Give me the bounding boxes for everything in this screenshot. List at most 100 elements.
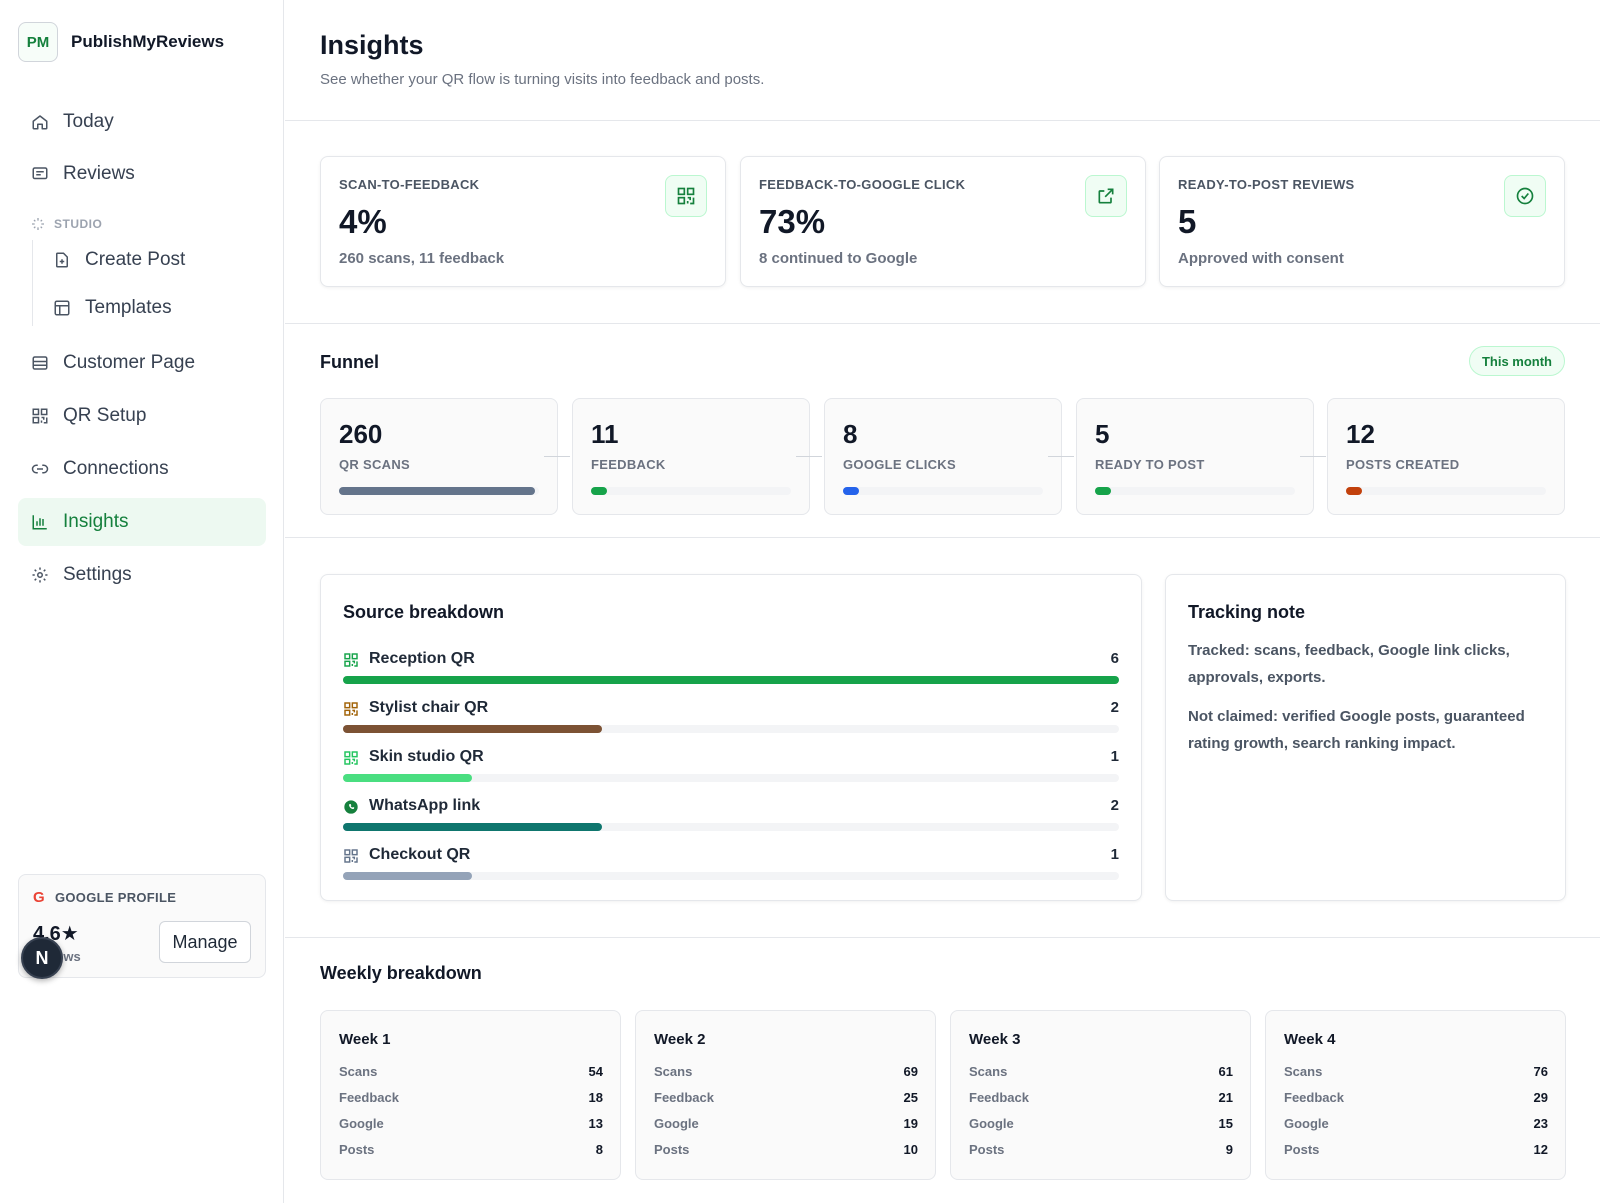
week-row-value: 15 [1218, 1116, 1233, 1131]
kpi-subtext: Approved with consent [1178, 250, 1344, 267]
funnel-stage-bar [1095, 487, 1111, 495]
week-row-label: Scans [1284, 1064, 1323, 1079]
week-row: Scans 69 [654, 1064, 918, 1084]
kpi-label: FEEDBACK-TO-GOOGLE CLICK [759, 177, 966, 192]
kpi-value: 73% [759, 203, 826, 240]
source-count: 6 [1110, 650, 1119, 667]
week-row-value: 29 [1533, 1090, 1548, 1105]
funnel-stage-label: QR SCANS [339, 457, 411, 472]
source-name: Skin studio QR [369, 748, 484, 765]
funnel-stage-value: 11 [591, 419, 619, 449]
funnel-stage-track [1346, 487, 1546, 495]
tracking-note-title: Tracking note [1188, 602, 1306, 622]
week-row-label: Posts [969, 1142, 1005, 1157]
nav-item-templates[interactable]: Templates [40, 284, 260, 332]
source-name: Reception QR [369, 650, 475, 667]
qr-code-icon [343, 848, 359, 864]
funnel-stage-value: 8 [843, 419, 858, 449]
week-card: Week 4 Scans 76 Feedback 29 Google 23 Posts… [1265, 1010, 1566, 1180]
source-bar [343, 872, 473, 880]
funnel-stage-bar [591, 487, 607, 495]
funnel-stage-value: 12 [1346, 419, 1375, 449]
manage-button[interactable]: Manage [159, 921, 251, 963]
funnel-title: Funnel [320, 352, 379, 372]
qr-code-icon [343, 652, 359, 668]
week-row: Google 13 [339, 1116, 603, 1136]
week-row: Feedback 21 [969, 1090, 1233, 1110]
nav-item-connections[interactable]: Connections [18, 445, 266, 493]
nav-item-today[interactable]: Today [18, 98, 266, 146]
nav-item-create-post[interactable]: Create Post [40, 236, 260, 284]
funnel-stage-label: POSTS CREATED [1346, 457, 1460, 472]
home-icon [30, 112, 50, 132]
page-title: Insights [320, 30, 424, 60]
source-bar [343, 725, 602, 733]
week-card: Week 2 Scans 69 Feedback 25 Google 19 Posts… [635, 1010, 936, 1180]
nav-item-reviews[interactable]: Reviews [18, 150, 266, 198]
nav-label-today: Today [63, 111, 114, 132]
qr-code-icon [343, 701, 359, 717]
nav-label-insights: Insights [63, 511, 129, 532]
nav-item-insights[interactable]: Insights [18, 498, 266, 546]
week-title: Week 3 [969, 1031, 1021, 1048]
week-row-value: 19 [903, 1116, 918, 1131]
divider [285, 537, 1600, 538]
brand[interactable]: PM PublishMyReviews [18, 22, 224, 62]
kpi-label: READY-TO-POST REVIEWS [1178, 177, 1355, 192]
funnel-stage: 11 FEEDBACK [572, 398, 810, 515]
source-track [343, 823, 1119, 831]
source-row: Skin studio QR 1 [343, 748, 1119, 796]
week-row: Scans 54 [339, 1064, 603, 1084]
week-row-value: 23 [1533, 1116, 1548, 1131]
week-row-label: Google [339, 1116, 384, 1131]
nav-label-templates: Templates [85, 297, 172, 318]
sparkles-icon [30, 216, 46, 232]
week-row-label: Feedback [654, 1090, 714, 1105]
week-card: Week 3 Scans 61 Feedback 21 Google 15 Posts… [950, 1010, 1251, 1180]
studio-label: STUDIO [54, 217, 103, 231]
main-content: Insights See whether your QR flow is tur… [285, 0, 1600, 1203]
nav-label-settings: Settings [63, 564, 132, 585]
source-track [343, 872, 1119, 880]
funnel-stage-track [1095, 487, 1295, 495]
week-row-value: 9 [1225, 1142, 1233, 1157]
tracking-note-not-claimed: Not claimed: verified Google posts, guar… [1188, 708, 1525, 752]
kpi-subtext: 260 scans, 11 feedback [339, 250, 505, 267]
list-icon [30, 353, 50, 373]
period-badge[interactable]: This month [1468, 346, 1565, 376]
funnel-stage-track [591, 487, 791, 495]
week-row-value: 69 [903, 1064, 918, 1079]
funnel-stage-track [339, 487, 539, 495]
funnel-stage-bar [339, 487, 535, 495]
source-name: Stylist chair QR [369, 699, 489, 716]
week-row-label: Google [654, 1116, 699, 1131]
week-row: Scans 61 [969, 1064, 1233, 1084]
nav-label-customer-page: Customer Page [63, 352, 196, 373]
week-row: Feedback 25 [654, 1090, 918, 1110]
tracking-note-tracked: Tracked: scans, feedback, Google link cl… [1188, 642, 1510, 686]
week-row-label: Posts [654, 1142, 690, 1157]
tracking-note-card: Tracking note Tracked: scans, feedback, … [1165, 574, 1566, 901]
dev-badge[interactable]: N [21, 937, 63, 979]
week-row: Posts 8 [339, 1142, 603, 1162]
nav-item-settings[interactable]: Settings [18, 551, 266, 599]
funnel-stage-value: 260 [339, 419, 383, 449]
week-row-label: Google [1284, 1116, 1329, 1131]
week-row-label: Google [969, 1116, 1014, 1131]
nav-item-customer-page[interactable]: Customer Page [18, 339, 266, 387]
google-icon: G [33, 889, 45, 906]
divider [285, 323, 1600, 324]
nav-item-qr-setup[interactable]: QR Setup [18, 392, 266, 440]
week-row-label: Feedback [1284, 1090, 1344, 1105]
google-profile-header: G GOOGLE PROFILE [33, 889, 176, 906]
nav-label-reviews: Reviews [63, 163, 135, 184]
brand-logo: PM [18, 22, 58, 62]
source-name: Checkout QR [369, 846, 471, 863]
source-count: 2 [1110, 699, 1119, 716]
source-track [343, 774, 1119, 782]
week-row-label: Feedback [339, 1090, 399, 1105]
funnel-stage-label: FEEDBACK [591, 457, 666, 472]
funnel-connector [1048, 456, 1074, 457]
week-row-value: 61 [1218, 1064, 1233, 1079]
week-row: Feedback 29 [1284, 1090, 1548, 1110]
